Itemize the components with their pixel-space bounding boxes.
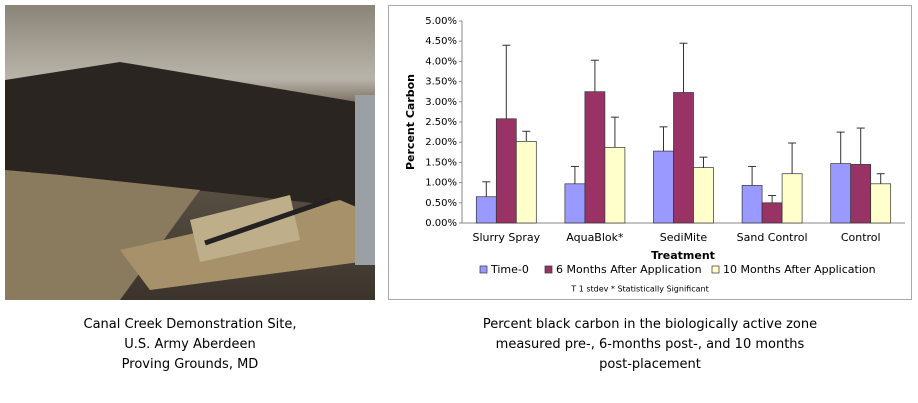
bar — [850, 164, 872, 224]
y-tick-label: 4.00% — [425, 56, 457, 67]
bar — [604, 147, 626, 224]
site-photo — [5, 5, 375, 300]
y-tick-label: 0.00% — [425, 218, 457, 229]
y-tick-label: 1.50% — [425, 157, 457, 168]
x-tick-label: Control — [841, 231, 881, 244]
bar — [495, 118, 517, 224]
caption-line: Percent black carbon in the biologically… — [482, 317, 818, 332]
x-axis-title: Treatment — [651, 249, 715, 262]
bar — [653, 150, 674, 224]
chart-note: T 1 stdev * Statistically Significant — [570, 285, 708, 294]
legend-label: Time-0 — [490, 263, 529, 276]
x-tick-label: Slurry Spray — [472, 231, 540, 244]
legend-label: 6 Months After Application — [556, 263, 702, 276]
legend-swatch — [479, 265, 488, 274]
bar — [584, 91, 606, 224]
bar — [781, 173, 803, 224]
legend-swatch — [711, 265, 720, 274]
bar — [870, 183, 892, 224]
bar — [564, 183, 586, 224]
y-tick-label: 4.50% — [425, 36, 457, 47]
x-tick-label: Sand Control — [737, 231, 808, 244]
caption-line: post-placement — [599, 357, 701, 372]
y-tick-label: 3.00% — [425, 97, 457, 108]
bar — [475, 196, 497, 224]
y-tick-label: 2.00% — [425, 137, 457, 148]
bar — [830, 163, 852, 224]
caption-line: U.S. Army Aberdeen — [124, 337, 256, 352]
bar — [515, 141, 537, 224]
chart-caption: Percent black carbon in the biologically… — [440, 315, 860, 375]
y-axis-title: Percent Carbon — [404, 74, 417, 170]
legend-swatch — [544, 265, 553, 274]
y-tick-label: 2.50% — [425, 117, 457, 128]
bar — [741, 185, 763, 224]
y-tick-label: 1.00% — [425, 178, 457, 189]
y-tick-label: 5.00% — [425, 16, 457, 27]
bar — [673, 92, 694, 224]
x-tick-label: AquaBlok* — [566, 231, 624, 244]
y-tick-label: 0.50% — [425, 198, 457, 209]
caption-line: Proving Grounds, MD — [121, 357, 259, 372]
bar — [761, 202, 783, 224]
x-tick-label: SediMite — [660, 231, 708, 244]
bar — [693, 167, 714, 224]
photo-caption: Canal Creek Demonstration Site, U.S. Arm… — [20, 315, 360, 375]
caption-line: measured pre-, 6-months post-, and 10 mo… — [495, 337, 805, 352]
y-tick-label: 3.50% — [425, 77, 457, 88]
chart-frame — [388, 5, 912, 300]
legend-label: 10 Months After Application — [723, 263, 876, 276]
caption-line: Canal Creek Demonstration Site, — [83, 317, 297, 332]
